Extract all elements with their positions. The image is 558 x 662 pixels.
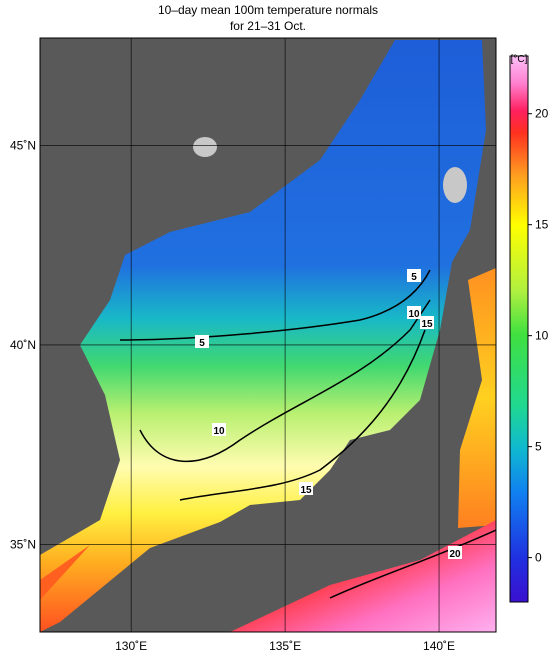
contour [139,299,431,462]
y-tick-label: 45˚N [10,139,36,153]
map-frame [39,37,497,633]
colorbar [509,55,529,603]
contour-label: 15 [300,485,312,496]
contour-label-box [195,335,209,348]
contour-label: 5 [199,338,205,349]
y-tick-label: 40˚N [10,338,36,352]
x-tick-label: 140˚E [423,639,455,653]
island [443,167,467,203]
contour-label: 15 [421,319,433,330]
colorbar-tick-label: 15 [535,218,549,232]
contour-label-box [407,269,421,282]
sea [40,545,90,600]
sea [230,520,496,632]
contour [329,529,496,599]
title-line: 10–day mean 100m temperature normals [158,3,378,17]
sea [40,40,486,632]
contour-label-box [448,546,462,559]
contour-label-box [299,482,313,495]
contour-label-box [407,306,421,319]
x-tick-label: 135˚E [269,639,301,653]
contour-label: 10 [213,426,225,437]
contour-label-box [212,423,226,436]
contour-label-box [420,316,434,329]
sea [458,268,496,528]
contour-label: 20 [449,549,461,560]
contour-label: 10 [408,309,420,320]
y-tick-label: 35˚N [10,537,36,551]
contour-label: 5 [411,272,417,283]
colorbar-tick-label: 10 [535,329,549,343]
map-area [40,38,496,632]
contour [119,269,431,341]
colorbar-unit: [°C] [511,54,528,65]
x-tick-label: 130˚E [115,639,147,653]
contour [179,329,426,501]
colorbar-tick-label: 5 [535,440,542,454]
colorbar-tick-label: 0 [535,551,542,565]
colorbar-tick-label: 20 [535,107,549,121]
island [193,137,217,157]
title-line: for 21–31 Oct. [230,19,306,33]
